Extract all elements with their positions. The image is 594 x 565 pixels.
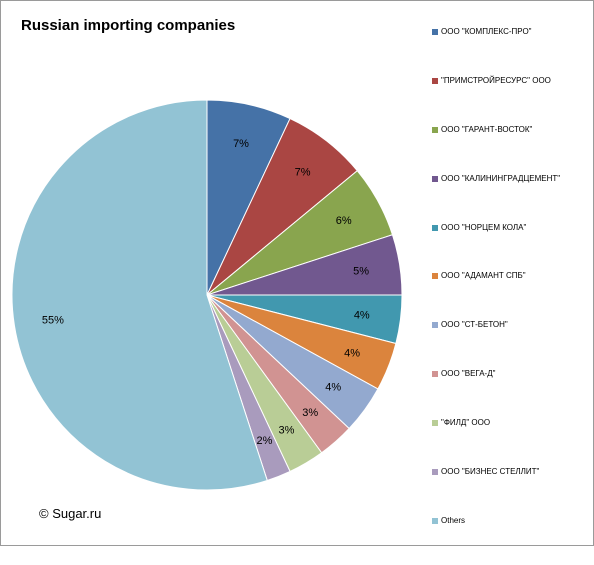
legend-label: ООО "КАЛИНИНГРАДЦЕМЕНТ": [441, 173, 561, 183]
legend-label: ООО "СТ-БЕТОН": [441, 320, 508, 330]
copyright-text: © Sugar.ru: [39, 506, 102, 521]
legend-swatch: [432, 322, 438, 329]
legend-swatch: [432, 371, 438, 378]
legend-item: "ПРИМСТРОЙРЕСУРС" ООО: [432, 76, 592, 125]
legend-swatch: [432, 175, 438, 182]
slice-label: 3%: [302, 407, 318, 419]
slice-label: 4%: [325, 382, 341, 394]
legend-label: ООО "ГАРАНТ-ВОСТОК": [441, 124, 533, 134]
legend-item: ООО "НОРЦЕМ КОЛА": [432, 223, 592, 272]
legend-label: Others: [441, 515, 466, 525]
legend-label: ООО "БИЗНЕС СТЕЛЛИТ": [441, 467, 540, 477]
legend-item: Others: [432, 516, 592, 565]
slice-label: 3%: [278, 424, 294, 436]
legend-label: "ФИЛД" ООО: [441, 418, 491, 428]
legend-item: "ФИЛД" ООО: [432, 418, 592, 467]
pie-slice: [11, 99, 268, 491]
slice-label: 7%: [233, 138, 249, 150]
slice-label: 7%: [295, 167, 311, 179]
legend-label: ООО "АДАМАНТ СПБ": [441, 271, 526, 281]
pie-chart: 7% 7% 6% 5% 4% 4% 4% 3% 3% 2% 55%: [11, 99, 403, 491]
legend-label: ООО "КОМПЛЕКС-ПРО": [441, 27, 532, 36]
slice-label: 5%: [353, 266, 369, 278]
legend-item: ООО "ВЕГА-Д": [432, 369, 592, 418]
legend-swatch: [432, 77, 438, 84]
legend-swatch: [432, 273, 438, 280]
legend-item: ООО "БИЗНЕС СТЕЛЛИТ": [432, 467, 592, 516]
legend-swatch: [432, 224, 438, 231]
legend: ООО "КОМПЛЕКС-ПРО" "ПРИМСТРОЙРЕСУРС" ООО О…: [432, 27, 592, 565]
legend-label: ООО "НОРЦЕМ КОЛА": [441, 222, 527, 232]
legend-swatch: [432, 29, 438, 35]
legend-swatch: [432, 420, 438, 427]
legend-swatch: [432, 469, 438, 476]
slice-label: 55%: [42, 314, 64, 326]
legend-swatch: [432, 517, 438, 524]
slice-label: 4%: [354, 310, 370, 322]
legend-swatch: [432, 126, 438, 133]
legend-item: ООО "СТ-БЕТОН": [432, 320, 592, 369]
legend-label: "ПРИМСТРОЙРЕСУРС" ООО: [441, 75, 551, 85]
chart-title: Russian importing companies: [21, 17, 236, 34]
legend-item: ООО "АДАМАНТ СПБ": [432, 271, 592, 320]
slice-label: 6%: [336, 215, 352, 227]
legend-item: ООО "ГАРАНТ-ВОСТОК": [432, 125, 592, 174]
slice-label: 2%: [256, 435, 272, 447]
chart-frame: Russian importing companies 7% 7% 6% 5% 4% 4%…: [0, 0, 594, 546]
legend-label: ООО "ВЕГА-Д": [441, 369, 496, 379]
legend-item: ООО "КАЛИНИНГРАДЦЕМЕНТ": [432, 174, 592, 223]
slice-label: 4%: [344, 347, 360, 359]
legend-item: ООО "КОМПЛЕКС-ПРО": [432, 27, 592, 76]
